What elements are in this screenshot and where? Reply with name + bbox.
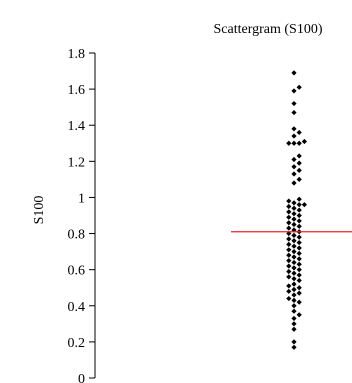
- data-point: [296, 234, 302, 240]
- data-point: [291, 321, 297, 327]
- data-point: [291, 221, 297, 228]
- data-point: [296, 140, 302, 146]
- data-point: [291, 254, 297, 260]
- data-point: [296, 250, 302, 257]
- data-point: [301, 138, 307, 145]
- data-point: [291, 243, 297, 249]
- data-point: [291, 205, 297, 211]
- y-tick-label: 0.2: [68, 336, 86, 351]
- data-point: [291, 164, 297, 170]
- data-point: [286, 252, 292, 258]
- data-point: [291, 171, 297, 177]
- data-point: [291, 281, 297, 287]
- y-tick-label: 1: [78, 191, 85, 206]
- data-point: [291, 133, 297, 139]
- data-point: [286, 209, 292, 215]
- data-point: [291, 140, 297, 146]
- data-point: [286, 283, 292, 289]
- data-point: [291, 308, 297, 314]
- data-point: [286, 140, 292, 146]
- data-point: [296, 261, 302, 267]
- data-point: [291, 180, 297, 186]
- data-point: [296, 239, 302, 246]
- data-point: [296, 207, 302, 213]
- data-point: [291, 339, 297, 345]
- y-tick-label: 0.8: [68, 228, 86, 243]
- data-point: [286, 214, 292, 220]
- data-point: [286, 203, 292, 210]
- data-point: [291, 303, 297, 309]
- data-point: [291, 286, 297, 293]
- data-point: [296, 272, 302, 278]
- data-point: [286, 295, 292, 302]
- data-point: [301, 202, 307, 208]
- data-point: [291, 232, 297, 238]
- data-point: [296, 176, 302, 182]
- data-points: [286, 70, 307, 350]
- data-point: [291, 211, 297, 217]
- data-point: [286, 263, 292, 269]
- data-point: [291, 270, 297, 276]
- data-point: [286, 258, 292, 264]
- data-point: [286, 274, 292, 280]
- data-point: [296, 167, 302, 173]
- data-point: [291, 216, 297, 222]
- data-point: [296, 223, 302, 229]
- data-point: [291, 265, 297, 271]
- chart-title: Scattergram (S100): [214, 22, 323, 37]
- data-point: [291, 238, 297, 244]
- data-point: [286, 220, 292, 226]
- data-point: [291, 249, 297, 255]
- data-point: [286, 198, 292, 204]
- data-point: [286, 225, 292, 231]
- y-tick-label: 0: [78, 372, 85, 383]
- data-point: [291, 259, 297, 266]
- data-point: [296, 160, 302, 166]
- data-point: [291, 109, 297, 116]
- y-axis: 0 0.2 0.4 0.6 0.8 1 1.2 1.4 1.6 1.8: [68, 47, 96, 383]
- data-point: [291, 126, 297, 132]
- data-point: [296, 256, 302, 262]
- y-tick-label: 1.2: [68, 155, 86, 170]
- data-point: [291, 326, 297, 332]
- data-point: [286, 247, 292, 253]
- data-point: [291, 344, 297, 350]
- data-point: [296, 245, 302, 251]
- data-point: [296, 129, 302, 136]
- data-point: [291, 100, 297, 107]
- data-point: [291, 292, 297, 298]
- data-point: [286, 236, 292, 242]
- y-tick-label: 1.8: [68, 47, 86, 62]
- data-point: [286, 268, 292, 275]
- data-point: [296, 84, 302, 90]
- data-point: [296, 218, 302, 224]
- data-point: [291, 88, 297, 94]
- data-point: [291, 315, 297, 322]
- data-point: [291, 70, 297, 76]
- y-tick-label: 0.4: [68, 300, 86, 315]
- data-point: [296, 196, 302, 202]
- data-point: [296, 202, 302, 208]
- data-point: [296, 299, 302, 305]
- data-point: [291, 200, 297, 206]
- data-point: [296, 277, 302, 284]
- data-point: [291, 297, 297, 303]
- data-point: [296, 312, 302, 318]
- y-tick-label: 1.6: [68, 83, 86, 98]
- y-tick-label: 1.4: [68, 119, 86, 134]
- data-point: [286, 241, 292, 247]
- data-point: [296, 290, 302, 296]
- data-point: [286, 288, 292, 294]
- data-point: [296, 285, 302, 291]
- data-point: [291, 156, 297, 163]
- data-point: [296, 267, 302, 273]
- data-point: [296, 212, 302, 219]
- y-axis-label: S100: [32, 196, 47, 225]
- data-point: [296, 153, 302, 159]
- data-point: [291, 276, 297, 282]
- y-tick-label: 0.6: [68, 264, 86, 279]
